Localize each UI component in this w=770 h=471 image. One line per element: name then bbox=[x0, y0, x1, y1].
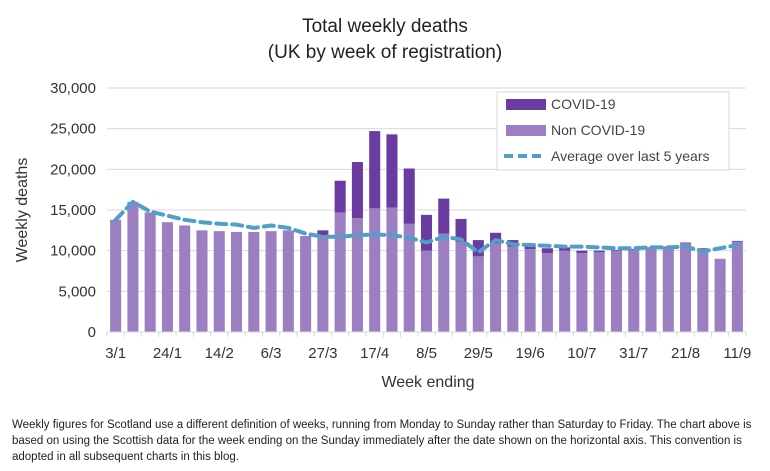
bar-non-covid bbox=[507, 246, 519, 332]
bar-covid bbox=[420, 214, 433, 251]
bar-non-covid bbox=[127, 201, 139, 332]
chart-title-block: Total weekly deaths (UK by week of regis… bbox=[0, 14, 770, 66]
bar-non-covid bbox=[472, 256, 484, 332]
x-tick-label: 21/8 bbox=[671, 345, 700, 362]
bar-covid bbox=[438, 198, 450, 234]
bar-covid bbox=[490, 232, 502, 244]
bar-non-covid bbox=[248, 231, 260, 332]
x-tick-label: 8/5 bbox=[416, 345, 437, 362]
bar-covid bbox=[386, 134, 398, 208]
chart-title: Total weekly deaths bbox=[302, 16, 468, 37]
y-tick-label: 0 bbox=[88, 324, 96, 341]
bar-non-covid bbox=[697, 249, 709, 332]
bar-non-covid bbox=[541, 253, 553, 332]
bar-non-covid bbox=[438, 233, 450, 332]
bar-non-covid bbox=[610, 250, 622, 332]
bar-non-covid bbox=[265, 231, 277, 332]
bar-non-covid bbox=[645, 248, 657, 332]
bar-covid bbox=[369, 131, 381, 209]
bar-non-covid bbox=[559, 250, 571, 332]
x-tick-label: 27/3 bbox=[308, 345, 337, 362]
bar-covid bbox=[731, 240, 743, 242]
y-tick-label: 15,000 bbox=[50, 202, 96, 219]
x-tick-label: 29/5 bbox=[464, 345, 493, 362]
legend-swatch-covid bbox=[506, 99, 546, 110]
legend-swatch-non-covid bbox=[506, 125, 546, 136]
bar-non-covid bbox=[628, 249, 640, 332]
x-tick-label: 3/1 bbox=[105, 345, 126, 362]
bar-non-covid bbox=[455, 241, 467, 332]
bar-covid bbox=[697, 248, 709, 250]
bar-non-covid bbox=[282, 230, 294, 332]
bar-covid bbox=[455, 218, 467, 242]
legend-label-non-covid: Non COVID-19 bbox=[551, 122, 645, 138]
x-tick-label: 24/1 bbox=[153, 345, 182, 362]
bar-non-covid bbox=[593, 252, 605, 332]
y-tick-label: 5,000 bbox=[58, 283, 96, 300]
bar-covid bbox=[334, 180, 346, 213]
y-tick-label: 25,000 bbox=[50, 121, 96, 138]
bar-covid bbox=[593, 250, 605, 253]
bar-non-covid bbox=[179, 225, 191, 332]
y-axis-title: Weekly deaths bbox=[14, 158, 31, 263]
bar-covid bbox=[680, 242, 692, 244]
x-axis-title: Week ending bbox=[381, 374, 474, 391]
bar-covid bbox=[628, 249, 640, 250]
bar-non-covid bbox=[714, 258, 726, 332]
bar-non-covid bbox=[680, 243, 692, 332]
x-tick-label: 14/2 bbox=[205, 345, 234, 362]
bar-non-covid bbox=[196, 230, 208, 332]
legend: COVID-19 Non COVID-19 Average over last … bbox=[496, 91, 730, 171]
bar-covid bbox=[610, 249, 622, 251]
bar-non-covid bbox=[334, 212, 346, 332]
y-axis-ticks: 0 5,000 10,000 15,000 20,000 25,000 30,000 bbox=[50, 80, 96, 341]
bar-non-covid bbox=[731, 241, 743, 332]
bar-non-covid bbox=[231, 231, 243, 332]
bar-non-covid bbox=[662, 247, 674, 332]
bar-covid bbox=[576, 250, 588, 254]
legend-label-covid: COVID-19 bbox=[551, 96, 616, 112]
chart: 0 5,000 10,000 15,000 20,000 25,000 30,000 3/1… bbox=[14, 80, 751, 391]
bar-non-covid bbox=[524, 249, 536, 332]
bar-non-covid bbox=[213, 231, 225, 332]
x-tick-label: 31/7 bbox=[619, 345, 648, 362]
bar-covid bbox=[559, 247, 571, 251]
bar-non-covid bbox=[110, 219, 122, 332]
x-tick-label: 6/3 bbox=[261, 345, 282, 362]
bar-covid bbox=[403, 168, 415, 224]
bar-non-covid bbox=[576, 253, 588, 332]
bar-non-covid bbox=[386, 207, 398, 332]
bar-non-covid bbox=[420, 250, 433, 332]
y-tick-label: 10,000 bbox=[50, 243, 96, 260]
bar-non-covid bbox=[317, 235, 329, 332]
x-tick-label: 19/6 bbox=[516, 345, 545, 362]
bar-non-covid bbox=[369, 208, 381, 332]
x-tick-label: 17/4 bbox=[360, 345, 389, 362]
bar-covid bbox=[541, 248, 553, 254]
bar-covid bbox=[317, 230, 329, 236]
chart-subtitle: (UK by week of registration) bbox=[267, 42, 503, 63]
x-tick-label: 11/9 bbox=[723, 345, 751, 362]
x-tick-label: 10/7 bbox=[567, 345, 596, 362]
y-tick-label: 20,000 bbox=[50, 161, 96, 178]
bar-non-covid bbox=[300, 236, 312, 332]
bar-covid bbox=[472, 240, 484, 257]
average-line bbox=[113, 199, 740, 255]
bar-covid bbox=[351, 162, 363, 219]
footnote: Weekly figures for Scotland use a differ… bbox=[12, 419, 752, 463]
bar-non-covid bbox=[403, 223, 415, 332]
bars bbox=[110, 131, 743, 332]
average-line-group bbox=[113, 199, 740, 255]
bar-non-covid bbox=[144, 212, 156, 332]
y-tick-label: 30,000 bbox=[50, 80, 96, 97]
bar-non-covid bbox=[351, 218, 363, 332]
x-axis: 3/1 24/1 14/2 6/3 27/3 17/4 8/5 29/5 19/6 10/7 31/… bbox=[105, 331, 751, 362]
bar-non-covid bbox=[161, 222, 173, 332]
legend-label-average: Average over last 5 years bbox=[551, 148, 710, 164]
bar-non-covid bbox=[490, 243, 502, 332]
